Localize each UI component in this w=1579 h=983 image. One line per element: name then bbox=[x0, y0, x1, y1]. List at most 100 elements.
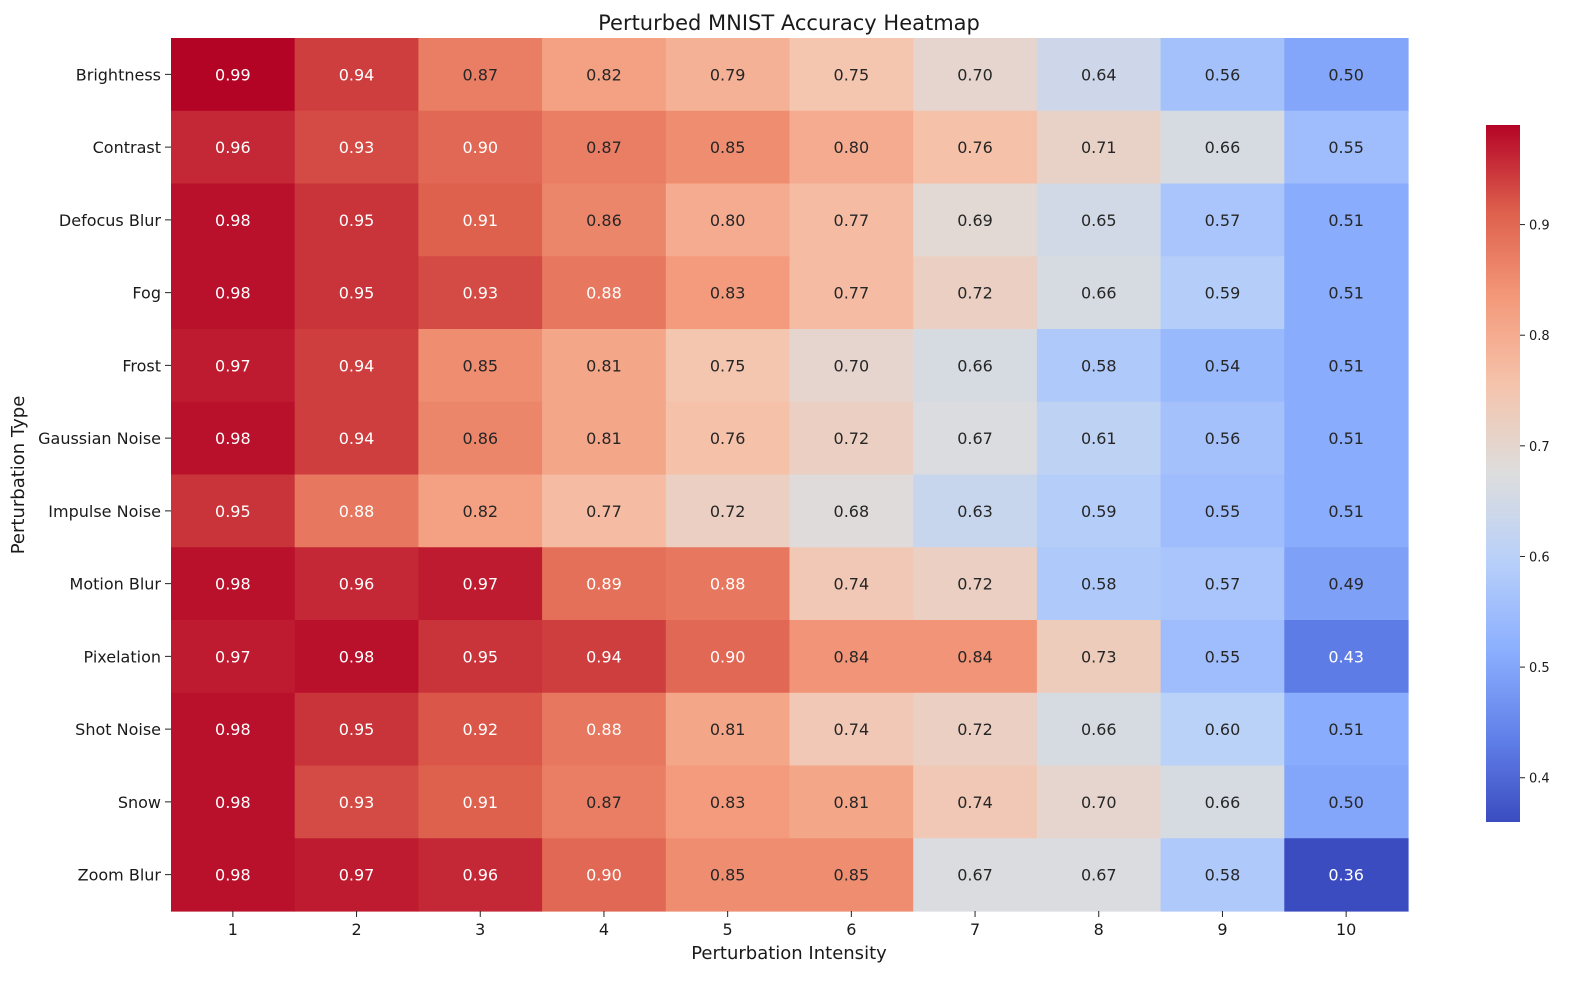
cell-value-label: 0.88 bbox=[586, 720, 622, 739]
heatmap-cell bbox=[418, 547, 543, 621]
heatmap-cell bbox=[1160, 401, 1285, 476]
heatmap-cell bbox=[1036, 256, 1162, 330]
colorbar-tick-label: 0.4 bbox=[1529, 772, 1550, 787]
cell-value-label: 0.70 bbox=[834, 356, 870, 375]
cell-value-label: 0.81 bbox=[586, 356, 622, 375]
cell-value-label: 0.91 bbox=[462, 211, 498, 230]
cell-value-label: 0.90 bbox=[710, 647, 746, 666]
heatmap-cell bbox=[1160, 183, 1285, 257]
heatmap-cell bbox=[542, 765, 667, 839]
heatmap-cell bbox=[1160, 256, 1285, 330]
cell-value-label: 0.72 bbox=[834, 429, 870, 448]
heatmap-cell bbox=[913, 474, 1038, 548]
cell-value-label: 0.73 bbox=[1081, 647, 1117, 666]
cell-value-label: 0.83 bbox=[710, 284, 746, 303]
heatmap-cell bbox=[1284, 401, 1409, 476]
heatmap-cell bbox=[1036, 692, 1162, 767]
heatmap-cell bbox=[665, 183, 791, 257]
cell-value-label: 0.51 bbox=[1328, 211, 1364, 230]
cell-value-label: 0.58 bbox=[1081, 356, 1117, 375]
colorbar-tick-label: 0.5 bbox=[1529, 661, 1550, 676]
heatmap-cell bbox=[913, 110, 1038, 185]
heatmap-cell bbox=[665, 765, 791, 839]
cell-value-label: 0.85 bbox=[710, 138, 746, 157]
heatmap-cell bbox=[913, 256, 1038, 330]
x-tick-label: 9 bbox=[1217, 920, 1227, 939]
heatmap-cell bbox=[1036, 765, 1162, 839]
heatmap-cell bbox=[418, 401, 543, 476]
heatmap-cell bbox=[1284, 620, 1409, 694]
heatmap-cell bbox=[789, 401, 914, 476]
heatmap-cell bbox=[1160, 547, 1285, 621]
cell-value-label: 0.55 bbox=[1205, 502, 1241, 521]
x-axis-label: Perturbation Intensity bbox=[691, 943, 887, 964]
cell-value-label: 0.86 bbox=[462, 429, 498, 448]
heatmap-cell bbox=[542, 256, 667, 330]
heatmap-cell bbox=[1036, 329, 1162, 403]
y-tick-label: Contrast bbox=[93, 138, 161, 157]
heatmap-cell bbox=[1160, 329, 1285, 403]
heatmap-cell bbox=[542, 401, 667, 476]
cell-value-label: 0.74 bbox=[834, 575, 870, 594]
cell-value-label: 0.85 bbox=[462, 356, 498, 375]
cell-value-label: 0.76 bbox=[957, 138, 993, 157]
cell-value-label: 0.43 bbox=[1328, 647, 1364, 666]
heatmap-cell bbox=[665, 256, 791, 330]
cell-value-label: 0.90 bbox=[586, 866, 622, 885]
heatmap-cell bbox=[1036, 547, 1162, 621]
cell-value-label: 0.87 bbox=[586, 793, 622, 812]
heatmap-cell bbox=[542, 838, 667, 912]
y-tick-label: Fog bbox=[132, 284, 161, 303]
cell-value-label: 0.82 bbox=[586, 65, 622, 84]
cell-value-label: 0.85 bbox=[834, 866, 870, 885]
heatmap-cell bbox=[789, 474, 914, 548]
heatmap-cell bbox=[789, 547, 914, 621]
heatmap-cell bbox=[789, 183, 914, 257]
cell-value-label: 0.50 bbox=[1328, 65, 1364, 84]
heatmap-cell bbox=[913, 547, 1038, 621]
cell-value-label: 0.95 bbox=[339, 211, 375, 230]
cell-value-label: 0.60 bbox=[1205, 720, 1241, 739]
cell-value-label: 0.70 bbox=[957, 65, 993, 84]
heatmap-cell bbox=[913, 765, 1038, 839]
cell-value-label: 0.98 bbox=[215, 866, 251, 885]
cell-value-label: 0.72 bbox=[957, 720, 993, 739]
cell-value-label: 0.61 bbox=[1081, 429, 1117, 448]
cell-value-label: 0.70 bbox=[1081, 793, 1117, 812]
heatmap-cell bbox=[789, 765, 914, 839]
cell-value-label: 0.74 bbox=[834, 720, 870, 739]
cell-value-label: 0.54 bbox=[1205, 356, 1241, 375]
heatmap-cell bbox=[1036, 474, 1162, 548]
heatmap-cell bbox=[418, 256, 543, 330]
heatmap-cell bbox=[418, 38, 543, 112]
heatmap-cell bbox=[418, 183, 543, 257]
cell-value-label: 0.98 bbox=[215, 793, 251, 812]
cell-value-label: 0.95 bbox=[339, 284, 375, 303]
heatmap-cell bbox=[418, 474, 543, 548]
heatmap-cell bbox=[1036, 401, 1162, 476]
cell-value-label: 0.83 bbox=[710, 793, 746, 812]
heatmap-cell bbox=[665, 401, 791, 476]
cell-value-label: 0.90 bbox=[462, 138, 498, 157]
cell-value-label: 0.85 bbox=[710, 866, 746, 885]
heatmap-cell bbox=[294, 183, 419, 257]
heatmap-cell bbox=[542, 620, 667, 694]
cell-value-label: 0.80 bbox=[834, 138, 870, 157]
cell-value-label: 0.97 bbox=[215, 356, 251, 375]
cell-value-label: 0.72 bbox=[957, 575, 993, 594]
heatmap-cell bbox=[789, 329, 914, 403]
cell-value-label: 0.94 bbox=[339, 65, 375, 84]
heatmap-cell bbox=[1284, 329, 1409, 403]
cell-value-label: 0.96 bbox=[339, 575, 375, 594]
cell-value-label: 0.98 bbox=[215, 211, 251, 230]
heatmap-cell bbox=[294, 401, 419, 476]
heatmap-cell bbox=[1160, 620, 1285, 694]
heatmap-cell bbox=[913, 329, 1038, 403]
cell-value-label: 0.59 bbox=[1205, 284, 1241, 303]
heatmap-cell bbox=[1160, 765, 1285, 839]
heatmap-cell bbox=[542, 547, 667, 621]
cell-value-label: 0.97 bbox=[462, 575, 498, 594]
heatmap-cell bbox=[171, 110, 296, 185]
cell-value-label: 0.51 bbox=[1328, 720, 1364, 739]
